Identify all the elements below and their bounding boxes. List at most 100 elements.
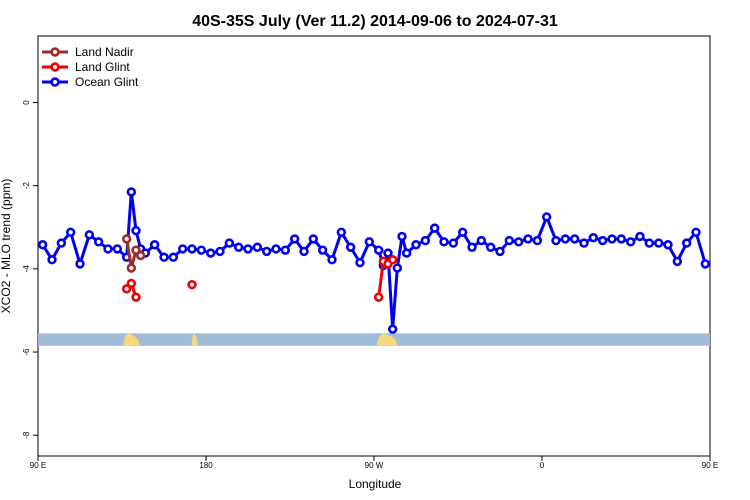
series-2-point-43 xyxy=(397,231,407,242)
series-2-point-62 xyxy=(569,234,580,244)
legend-label-2: Ocean Glint xyxy=(75,75,139,89)
x-tick-label-3: 0 xyxy=(540,461,545,470)
series-2-point-27 xyxy=(271,244,281,254)
series-2-point-66 xyxy=(607,234,617,244)
series-1-point-4 xyxy=(187,279,197,290)
series-2-point-69 xyxy=(635,231,645,242)
series-2-point-59 xyxy=(541,212,552,222)
series-2-point-49 xyxy=(448,238,459,248)
x-tick-label-0: 90 E xyxy=(30,461,46,470)
y-axis-label: XCO2 - MLO trend (ppm) xyxy=(0,179,13,314)
series-2-point-23 xyxy=(233,242,244,252)
series-2-point-45 xyxy=(411,240,421,250)
series-2-point-28 xyxy=(280,245,291,255)
series-2-point-24 xyxy=(243,244,253,254)
legend-marker-0 xyxy=(50,47,60,57)
series-2-point-72 xyxy=(663,240,673,250)
series-2-point-30 xyxy=(299,246,309,257)
series-2-point-42 xyxy=(392,263,403,273)
series-1-point-6 xyxy=(373,292,384,302)
series-2-point-52 xyxy=(476,235,487,246)
series-2-point-63 xyxy=(579,238,589,248)
series-2-point-34 xyxy=(336,227,347,237)
y-tick-label-2: -4 xyxy=(22,265,31,273)
series-2-point-26 xyxy=(261,246,272,257)
land-band xyxy=(38,333,710,346)
series-2-point-14 xyxy=(149,240,160,250)
series-2-point-1 xyxy=(47,255,57,265)
series-0-point-0 xyxy=(121,234,132,244)
series-2-point-75 xyxy=(691,227,701,237)
series-2-point-74 xyxy=(681,238,692,248)
y-tick-label-1: -2 xyxy=(22,182,31,190)
series-0-point-3 xyxy=(135,250,146,261)
series-2-point-47 xyxy=(429,223,440,233)
series-2-point-25 xyxy=(252,242,263,252)
series-2-point-18 xyxy=(187,244,197,254)
series-2-point-54 xyxy=(495,246,505,257)
series-2-point-56 xyxy=(513,237,524,247)
series-0 xyxy=(121,234,146,273)
series-2-point-53 xyxy=(485,242,496,252)
series-2-point-50 xyxy=(457,227,468,237)
series-2-point-37 xyxy=(364,237,375,247)
y-tick-label-4: -8 xyxy=(22,431,31,439)
series-2-point-35 xyxy=(345,242,356,252)
series-2-point-2 xyxy=(56,238,67,248)
legend-marker-1 xyxy=(50,62,60,72)
y-tick-label-3: -6 xyxy=(22,348,31,356)
series-2-point-65 xyxy=(597,235,608,246)
series-2-point-22 xyxy=(224,238,235,248)
series-2-line xyxy=(41,190,707,331)
series-0-point-2 xyxy=(131,245,141,255)
x-tick-label-1: 180 xyxy=(199,461,213,470)
series-2-point-73 xyxy=(672,256,683,267)
series-2-point-64 xyxy=(588,232,599,243)
series-layer xyxy=(37,187,711,334)
y-axis: 0 -2 -4 -6 -8 xyxy=(22,100,38,439)
series-2-point-29 xyxy=(289,234,300,244)
series-2-point-8 xyxy=(112,244,123,254)
series-2-point-40 xyxy=(383,248,393,258)
series-2-point-15 xyxy=(159,252,169,262)
series-2-point-31 xyxy=(308,234,319,244)
series-1-point-9 xyxy=(387,255,398,265)
series-2-point-5 xyxy=(84,230,95,240)
series-2-point-10 xyxy=(126,187,137,197)
land-shape-0 xyxy=(123,333,140,346)
legend-label-0: Land Nadir xyxy=(75,45,134,59)
series-2-point-67 xyxy=(616,234,627,244)
series-2-point-19 xyxy=(196,245,207,255)
y-tick-label-0: 0 xyxy=(22,100,31,105)
series-2-point-6 xyxy=(93,237,104,247)
legend-label-1: Land Glint xyxy=(75,60,130,74)
series-2-point-60 xyxy=(551,235,561,246)
land-shape-2 xyxy=(377,333,398,346)
series-0-point-1 xyxy=(126,263,137,273)
series-2-point-48 xyxy=(439,237,449,247)
series-2-point-32 xyxy=(317,245,328,255)
series-2-point-44 xyxy=(401,248,412,258)
series-2-point-4 xyxy=(75,259,85,269)
series-1 xyxy=(121,255,398,302)
series-2-point-20 xyxy=(205,248,216,258)
series-2-point-57 xyxy=(523,234,533,244)
series-2-point-41 xyxy=(387,324,398,334)
series-2-point-46 xyxy=(420,235,431,246)
x-tick-label-4: 90 E xyxy=(702,461,718,470)
series-1-point-0 xyxy=(121,284,132,294)
legend-marker-2 xyxy=(50,77,60,87)
series-2-point-16 xyxy=(168,252,179,262)
series-2-point-3 xyxy=(65,227,76,237)
series-2-point-58 xyxy=(532,235,543,246)
series-1-point-1 xyxy=(126,278,137,289)
series-1-point-2 xyxy=(131,292,141,302)
series-2-point-76 xyxy=(700,259,711,269)
chart-title: 40S-35S July (Ver 11.2) 2014-09-06 to 20… xyxy=(192,13,558,30)
series-2-point-55 xyxy=(504,235,515,246)
series-2 xyxy=(37,187,711,334)
series-2-point-21 xyxy=(215,246,225,257)
ocean-band xyxy=(38,333,710,346)
land-shape-1 xyxy=(191,333,198,346)
series-2-point-0 xyxy=(37,240,48,250)
